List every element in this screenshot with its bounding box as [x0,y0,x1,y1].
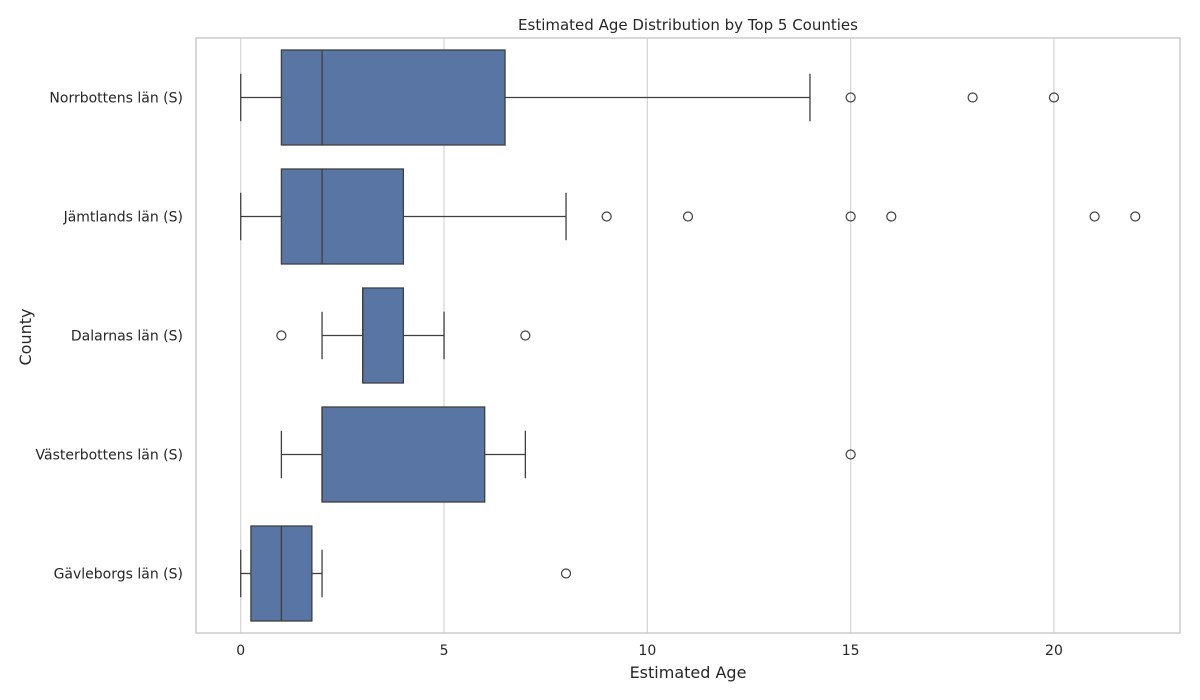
outlier-point [520,330,531,341]
y-category-label: Dalarnas län (S) [71,329,183,345]
x-tick-label: 15 [842,643,860,659]
x-tick-label: 0 [236,643,245,659]
outlier-point [1048,92,1060,103]
outlier-point [1089,211,1100,222]
y-category-label: Västerbottens län (S) [36,448,184,464]
box-iqr [280,49,506,146]
outlier-point [845,211,856,222]
x-tick-label: 5 [440,643,449,659]
outlier-point [1130,211,1141,222]
box-group [240,525,572,622]
box-group [240,168,1141,265]
outlier-point [276,330,287,341]
y-category-label: Norrbottens län (S) [49,91,183,107]
y-category-label: Jämtlands län (S) [63,210,183,226]
outlier-point [845,92,856,103]
outlier-point [560,568,572,579]
box-group [276,287,531,384]
y-category-labels: Norrbottens län (S) Jämtlands län (S) Dala… [36,91,184,583]
chart-title: Estimated Age Distribution by Top 5 Coun… [518,16,858,34]
box-iqr [321,406,486,503]
plot-frame [195,37,1181,634]
outlier-point [845,449,856,460]
outlier-point [682,211,694,222]
outlier-point [967,92,978,103]
y-category-label: Gävleborgs län (S) [54,567,183,583]
x-tick-label: 20 [1045,643,1063,659]
box-iqr [280,168,405,265]
x-tick-labels: 0 5 10 15 20 [236,643,1063,659]
box-group [240,49,1060,146]
x-tick-label: 10 [638,643,656,659]
outlier-point [886,211,897,222]
outlier-point [601,211,612,222]
box-iqr [362,287,405,384]
y-axis-title: County [16,309,35,366]
boxes [240,49,1141,622]
x-axis-title: Estimated Age [630,663,747,682]
box-group [280,406,856,503]
